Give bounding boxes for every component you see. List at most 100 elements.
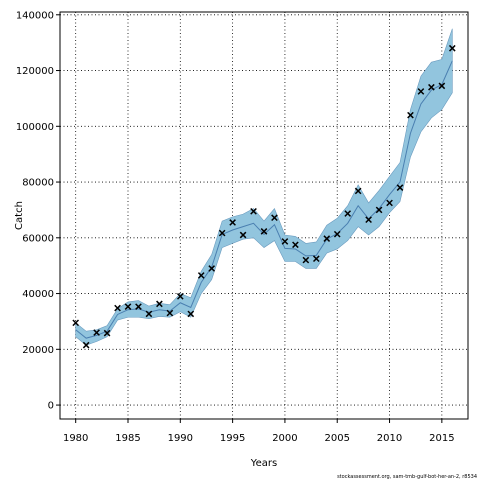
x-axis: 1980 1985 1990 1995 2000 2005 2010 2015 — [63, 419, 455, 444]
confidence-band — [75, 28, 453, 346]
observed-catch-point — [229, 219, 236, 226]
observed-catch-point — [448, 44, 456, 52]
plot-content — [72, 28, 456, 349]
observed-catch-point — [375, 206, 383, 214]
x-tick-label: 1990 — [168, 433, 193, 444]
observed-catch-point — [354, 187, 362, 195]
observed-marker-stroke — [82, 341, 90, 349]
observed-catch-point — [386, 199, 393, 207]
observed-marker-stroke — [396, 184, 404, 191]
observed-marker-stroke — [166, 309, 174, 317]
observed-catch-point — [292, 241, 299, 249]
observed-marker-stroke — [229, 219, 236, 226]
observed-catch-point — [365, 216, 372, 224]
observed-marker-stroke — [135, 303, 142, 310]
observed-marker-stroke — [375, 206, 383, 214]
x-tick-label: 1995 — [220, 433, 245, 444]
observed-catch-point — [114, 304, 121, 312]
observed-catch-point — [260, 228, 268, 235]
x-axis-title: Years — [250, 458, 277, 469]
observed-marker-stroke — [438, 82, 446, 90]
observed-marker-stroke — [187, 310, 195, 318]
observed-catch-point — [72, 319, 80, 327]
observed-catch-point — [438, 82, 446, 90]
observed-marker-stroke — [145, 310, 153, 318]
x-tick-label: 1980 — [63, 433, 88, 444]
observed-catch-point — [417, 88, 425, 95]
observed-marker-stroke — [407, 111, 414, 119]
x-tick-label: 2005 — [325, 433, 350, 444]
x-tick-label: 2000 — [272, 433, 297, 444]
observed-catch-point — [302, 256, 310, 264]
observed-marker-stroke — [428, 83, 435, 91]
observed-marker-stroke — [312, 255, 320, 263]
observed-catch-point — [187, 310, 195, 318]
gridlines — [60, 12, 468, 419]
observed-catch-point — [166, 309, 174, 317]
observed-marker-stroke — [448, 44, 456, 52]
observed-marker-stroke — [250, 207, 257, 215]
observed-marker-stroke — [114, 304, 121, 312]
y-axis: 0 20000 40000 60000 80000 100000 120000 140000 — [16, 10, 60, 412]
observed-marker-stroke — [292, 241, 299, 249]
observed-catch-point — [197, 272, 205, 279]
y-tick-label: 60000 — [22, 233, 54, 244]
observed-catch-point — [333, 230, 341, 238]
observed-catch-point — [93, 329, 100, 336]
y-tick-label: 40000 — [22, 289, 54, 300]
observed-marker-stroke — [124, 303, 132, 310]
observed-marker-stroke — [354, 187, 362, 195]
observed-catch-point — [271, 214, 278, 222]
observed-catch-point — [407, 111, 414, 119]
y-axis-title: Catch — [14, 201, 25, 230]
observed-catch-point — [156, 300, 163, 308]
observed-catch-point — [103, 329, 111, 337]
observed-catch-point — [312, 255, 320, 263]
x-tick-label: 2010 — [377, 433, 402, 444]
y-tick-label: 140000 — [16, 10, 54, 21]
y-tick-label: 0 — [48, 401, 54, 412]
observed-marker-stroke — [333, 230, 341, 238]
observed-marker-stroke — [271, 214, 278, 222]
x-tick-label: 1985 — [115, 433, 140, 444]
observed-marker-stroke — [365, 216, 372, 224]
observed-catch-point — [124, 303, 132, 310]
observed-catch-point — [396, 184, 404, 191]
plot-frame — [59, 11, 469, 420]
x-tick-label: 2015 — [429, 433, 454, 444]
observed-catch-point — [344, 210, 352, 217]
observed-catch-point — [218, 229, 226, 237]
observed-catch-point — [281, 238, 289, 245]
observed-marker-stroke — [197, 272, 205, 279]
observed-marker-stroke — [239, 231, 247, 239]
observed-catch-point — [145, 310, 153, 318]
observed-marker-stroke — [176, 293, 184, 300]
observed-marker-stroke — [260, 228, 268, 235]
observed-marker-stroke — [386, 199, 393, 207]
observed-marker-stroke — [344, 210, 352, 217]
observed-catch-point — [428, 83, 435, 91]
y-tick-label: 120000 — [16, 66, 54, 77]
observed-catch-point — [239, 231, 247, 239]
observed-catch-point — [82, 341, 90, 349]
observed-marker-stroke — [417, 88, 425, 95]
observed-marker-stroke — [103, 329, 111, 337]
observed-catch-point — [323, 235, 331, 242]
observed-marker-stroke — [302, 256, 310, 264]
y-tick-label: 80000 — [22, 178, 54, 189]
observed-marker-stroke — [218, 229, 226, 237]
observed-catch-point — [250, 207, 257, 215]
observed-marker-stroke — [72, 319, 80, 327]
source-footnote: stockassessment.org, sam-tmb-gulf-bot-he… — [337, 474, 477, 480]
observed-marker-stroke — [281, 238, 289, 245]
observed-marker-stroke — [93, 329, 100, 336]
observed-marker-stroke — [323, 235, 331, 242]
observed-catch-point — [176, 293, 184, 300]
observed-marker-stroke — [156, 300, 163, 308]
estimated-catch-line — [75, 60, 453, 339]
observed-marker-stroke — [208, 265, 216, 272]
y-tick-label: 20000 — [22, 345, 54, 356]
observed-catch-point — [135, 303, 142, 310]
observed-catch-point — [208, 265, 216, 272]
